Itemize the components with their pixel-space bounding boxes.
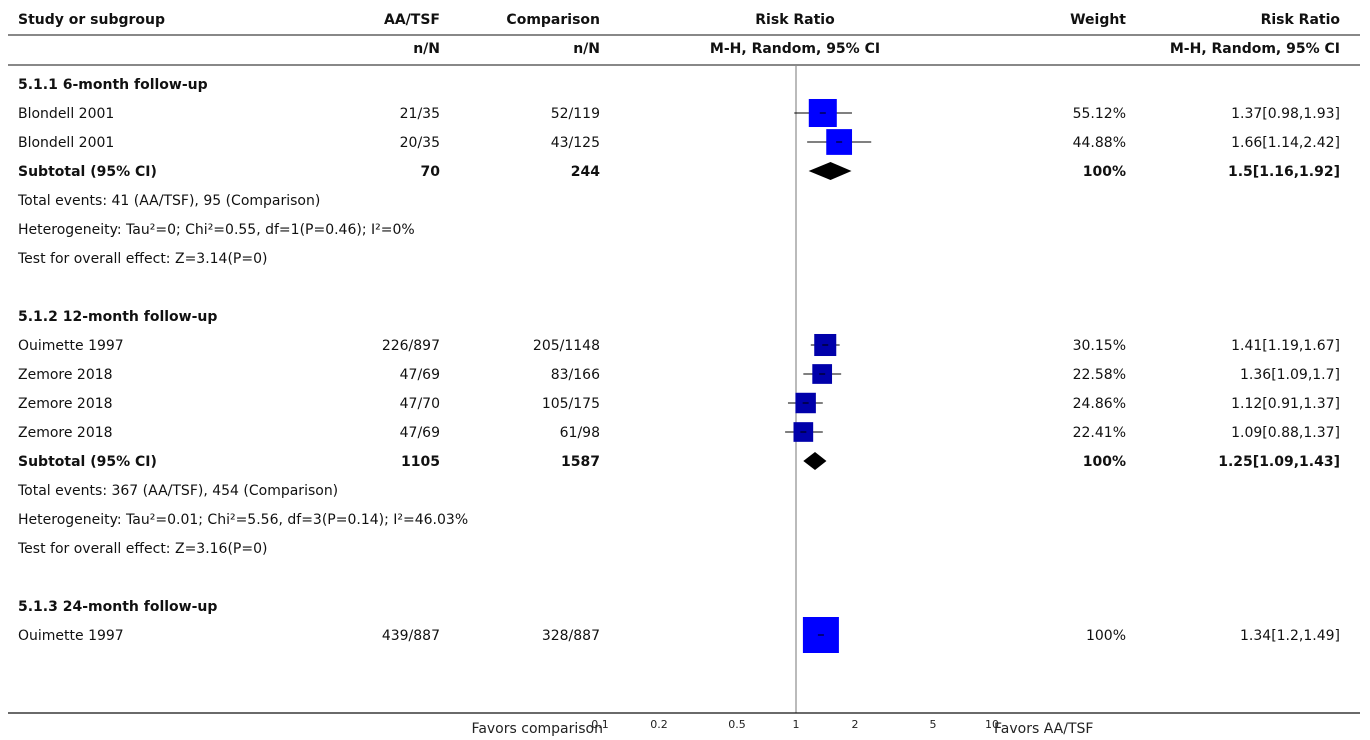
study-weight: 30.15% [1073, 338, 1126, 354]
study-weight: 22.58% [1073, 367, 1126, 383]
subgroup-note: Heterogeneity: Tau²=0; Chi²=0.55, df=1(P… [18, 222, 415, 238]
favors-left-label: Favors comparison [472, 721, 603, 737]
header-rr-sub: M-H, Random, 95% CI [710, 41, 880, 57]
study-rr-ci: 1.41[1.19,1.67] [1231, 338, 1340, 354]
aa-events: 439/887 [382, 628, 440, 644]
x-tick-label: 0.5 [728, 718, 746, 731]
comparison-events: 83/166 [551, 367, 600, 383]
study-weight: 22.41% [1073, 425, 1126, 441]
subgroup-note: Test for overall effect: Z=3.14(P=0) [17, 251, 267, 267]
comparison-events: 61/98 [560, 425, 600, 441]
study-rr-ci: 1.09[0.88,1.37] [1231, 425, 1340, 441]
header-aa: AA/TSF [384, 12, 440, 28]
subgroup-note: Test for overall effect: Z=3.16(P=0) [17, 541, 267, 557]
subtotal-rr-ci: 1.25[1.09,1.43] [1218, 454, 1340, 470]
header-rr: Risk Ratio [755, 12, 835, 28]
table-header: Study or subgroup AA/TSF n/N Comparison … [18, 12, 1340, 57]
comparison-events: 328/887 [542, 628, 600, 644]
aa-events: 20/35 [400, 135, 440, 151]
study-weight: 44.88% [1073, 135, 1126, 151]
subtotal-diamond [803, 452, 827, 470]
subtotal-rr-ci: 1.5[1.16,1.92] [1228, 164, 1340, 180]
subtotal-aa: 1105 [401, 454, 440, 470]
subtotal-weight: 100% [1083, 164, 1126, 180]
study-name: Zemore 2018 [18, 425, 113, 441]
aa-events: 47/70 [400, 396, 440, 412]
subgroup-note: Heterogeneity: Tau²=0.01; Chi²=5.56, df=… [18, 512, 468, 528]
header-aa-sub: n/N [413, 41, 440, 57]
study-name: Blondell 2001 [18, 106, 114, 122]
header-comp: Comparison [506, 12, 600, 28]
study-rr-ci: 1.66[1.14,2.42] [1231, 135, 1340, 151]
header-rr2: Risk Ratio [1261, 12, 1341, 28]
aa-events: 21/35 [400, 106, 440, 122]
subtotal-comparison: 1587 [561, 454, 600, 470]
study-rr-ci: 1.36[1.09,1.7] [1240, 367, 1340, 383]
study-weight: 100% [1086, 628, 1126, 644]
header-weight: Weight [1070, 12, 1126, 28]
study-name: Ouimette 1997 [18, 338, 124, 354]
favors-right-label: Favors AA/TSF [994, 721, 1093, 737]
comparison-events: 205/1148 [533, 338, 600, 354]
study-rr-ci: 1.34[1.2,1.49] [1240, 628, 1340, 644]
aa-events: 47/69 [400, 367, 440, 383]
study-weight: 55.12% [1073, 106, 1126, 122]
study-name: Blondell 2001 [18, 135, 114, 151]
subgroup-title: 5.1.1 6-month follow-up [18, 77, 208, 93]
study-name: Zemore 2018 [18, 396, 113, 412]
x-tick-label: 5 [929, 718, 936, 731]
rows: 5.1.1 6-month follow-up Blondell 2001 21/3… [17, 77, 1340, 653]
x-tick-label: 0.2 [650, 718, 668, 731]
comparison-events: 52/119 [551, 106, 600, 122]
subtotal-label: Subtotal (95% CI) [18, 164, 157, 180]
subgroup-note: Total events: 367 (AA/TSF), 454 (Compari… [17, 483, 338, 499]
study-weight: 24.86% [1073, 396, 1126, 412]
header-rr2-sub: M-H, Random, 95% CI [1170, 41, 1340, 57]
study-name: Ouimette 1997 [18, 628, 124, 644]
study-name: Zemore 2018 [18, 367, 113, 383]
subtotal-comparison: 244 [571, 164, 600, 180]
x-tick-label: 10 [985, 718, 999, 731]
subgroup-note: Total events: 41 (AA/TSF), 95 (Compariso… [17, 193, 320, 209]
subtotal-weight: 100% [1083, 454, 1126, 470]
subtotal-label: Subtotal (95% CI) [18, 454, 157, 470]
header-study: Study or subgroup [18, 12, 165, 28]
subtotal-aa: 70 [421, 164, 441, 180]
x-axis: 0.1 0.2 0.5 1 2 5 10 [591, 718, 999, 731]
study-rr-ci: 1.37[0.98,1.93] [1231, 106, 1340, 122]
header-comp-sub: n/N [573, 41, 600, 57]
subgroup-title: 5.1.2 12-month follow-up [18, 309, 217, 325]
subtotal-diamond [808, 162, 852, 180]
subgroup-title: 5.1.3 24-month follow-up [18, 599, 217, 615]
comparison-events: 43/125 [551, 135, 600, 151]
x-tick-label: 1 [793, 718, 800, 731]
study-rr-ci: 1.12[0.91,1.37] [1231, 396, 1340, 412]
x-tick-label: 2 [852, 718, 859, 731]
aa-events: 47/69 [400, 425, 440, 441]
x-tick-label: 0.1 [591, 718, 609, 731]
comparison-events: 105/175 [542, 396, 600, 412]
aa-events: 226/897 [382, 338, 440, 354]
